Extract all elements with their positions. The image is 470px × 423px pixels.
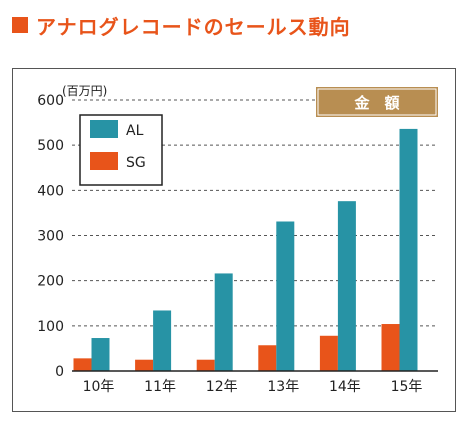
bar-sg bbox=[258, 345, 277, 371]
bar-al bbox=[91, 338, 110, 371]
bar-sg bbox=[381, 324, 400, 371]
y-tick-label: 100 bbox=[37, 319, 64, 335]
legend-label-sg: SG bbox=[126, 155, 146, 171]
legend-swatch-al bbox=[90, 120, 118, 138]
y-unit-label: (百万円) bbox=[62, 84, 107, 98]
y-tick-label: 500 bbox=[37, 138, 64, 154]
y-tick-label: 200 bbox=[37, 274, 64, 290]
y-tick-label: 0 bbox=[55, 364, 64, 380]
chart-title-row: アナログレコードのセールス動向 bbox=[12, 6, 351, 44]
axis-layer: (百万円) 0 100 200 300 400 500 600 10年 11年 12年 13年 14年… bbox=[37, 84, 438, 395]
bar-sg bbox=[319, 335, 338, 371]
y-tick-label: 600 bbox=[37, 93, 64, 109]
x-tick-label: 14年 bbox=[329, 379, 361, 395]
bar-al bbox=[399, 128, 418, 371]
title-square-icon bbox=[12, 17, 28, 33]
bar-sg bbox=[73, 358, 92, 371]
legend: AL SG bbox=[79, 114, 163, 186]
chart-title: アナログレコードのセールス動向 bbox=[36, 14, 351, 39]
y-tick-label: 300 bbox=[37, 229, 64, 245]
bar-al bbox=[337, 201, 356, 371]
bar-al bbox=[276, 221, 295, 371]
bar-al bbox=[214, 273, 233, 371]
x-tick-label: 11年 bbox=[144, 379, 176, 395]
legend-label-al: AL bbox=[126, 123, 144, 139]
x-tick-label: 13年 bbox=[267, 379, 299, 395]
badge: 金 額 bbox=[316, 87, 438, 117]
bar-al bbox=[153, 310, 172, 371]
x-tick-label: 15年 bbox=[391, 379, 423, 395]
x-tick-label: 10年 bbox=[83, 379, 115, 395]
badge-text: 金 額 bbox=[353, 94, 399, 112]
badge-border bbox=[317, 88, 437, 116]
bar-sg bbox=[135, 359, 154, 371]
bars-layer bbox=[73, 128, 418, 371]
x-tick-label: 12年 bbox=[206, 379, 238, 395]
y-tick-label: 400 bbox=[37, 183, 64, 199]
legend-swatch-sg bbox=[90, 152, 118, 170]
bar-sg bbox=[196, 359, 215, 371]
badge-background bbox=[316, 87, 438, 117]
